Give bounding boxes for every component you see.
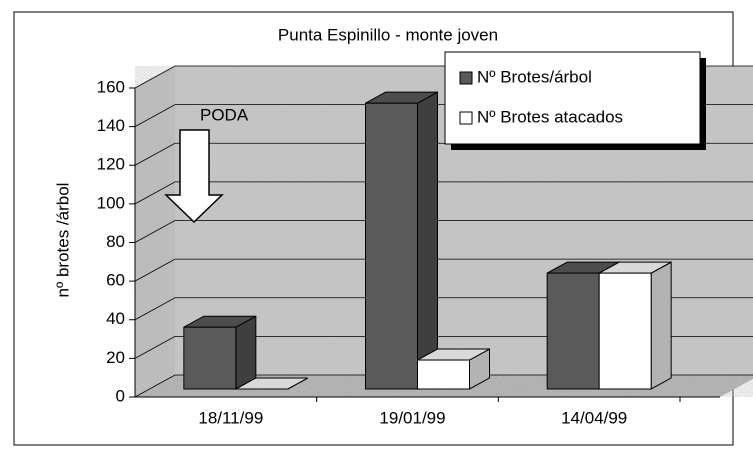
x-tick-label: 18/11/99: [198, 408, 263, 427]
chart-title: Punta Espinillo - monte joven: [278, 25, 498, 44]
legend-label: Nº Brotes atacados: [477, 107, 623, 126]
x-tick-label: 19/01/99: [379, 408, 445, 427]
annotation-arrow: [164, 129, 224, 224]
grid-line: [134, 220, 753, 243]
bar: [546, 272, 600, 390]
y-tick-label: 40: [106, 309, 125, 328]
grid-line: [134, 258, 753, 282]
bar-top: [235, 377, 309, 390]
y-tick-label: 60: [106, 271, 125, 290]
bar: [417, 359, 470, 390]
legend: [444, 51, 701, 145]
annotation: PODA: [200, 105, 249, 124]
x-tick-label: 14/04/99: [561, 408, 627, 427]
legend-swatch: [459, 71, 473, 85]
bar: [365, 102, 418, 390]
y-tick-label: 120: [97, 155, 125, 174]
grid-line: [134, 181, 753, 205]
bar: [183, 326, 237, 390]
y-axis-label: nº brotes /árbol: [53, 183, 72, 298]
y-tick-label: 140: [97, 116, 125, 135]
bar: [598, 272, 652, 390]
y-tick-label: 80: [106, 232, 125, 251]
y-tick-label: 20: [106, 348, 125, 367]
y-tick-label: 160: [97, 77, 125, 96]
bar-side: [417, 91, 438, 390]
bar-side: [650, 261, 672, 390]
legend-label: Nº Brotes/árbol: [477, 67, 592, 86]
y-tick-label: 0: [116, 386, 125, 405]
legend-swatch: [459, 111, 473, 125]
y-tick-label: 100: [97, 193, 125, 212]
bar-side: [235, 315, 257, 390]
